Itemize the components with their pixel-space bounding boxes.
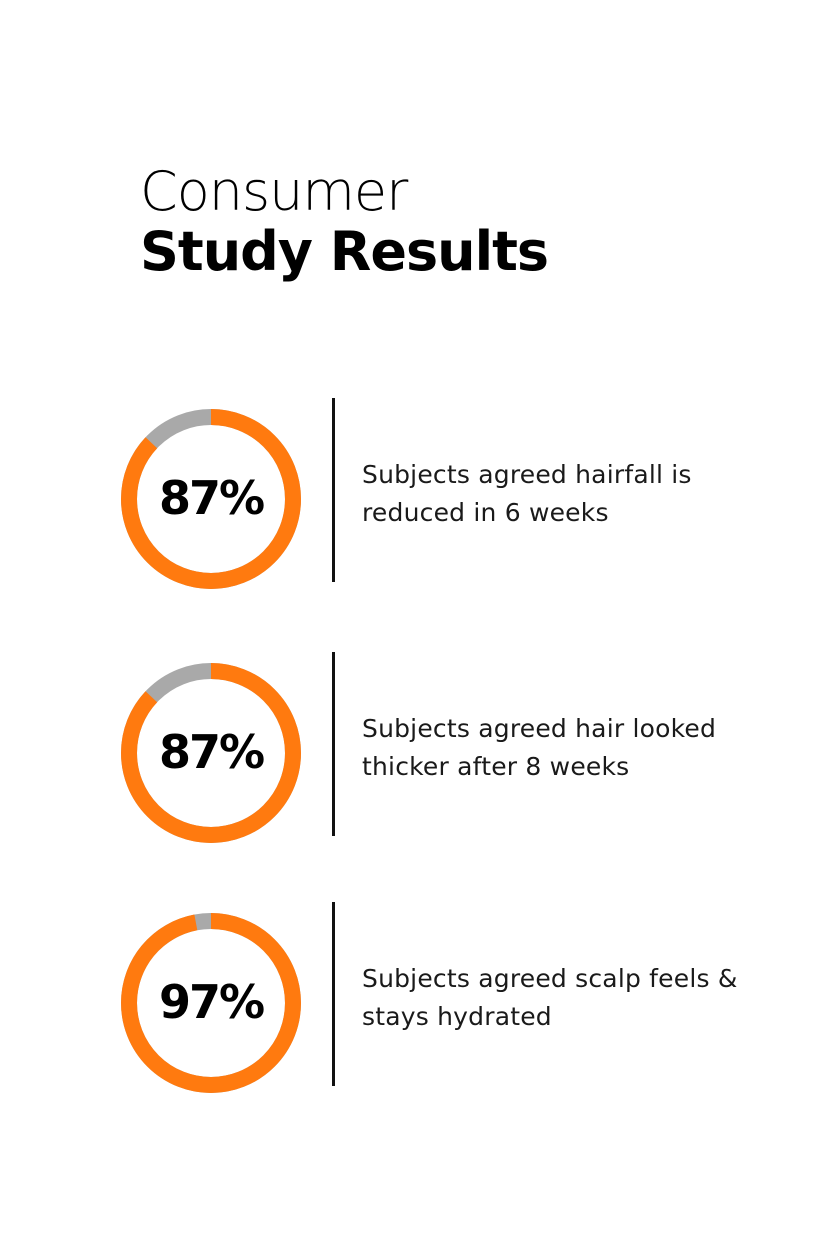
stat-description: Subjects agreed scalp feels & stays hydr… (362, 964, 738, 1031)
percent-label: 87% (158, 725, 265, 779)
donut-chart (121, 409, 301, 589)
stat-row-thicker-hair: 87% Subjects agreed hair looked thicker … (0, 652, 840, 843)
page-heading: Consumer Study Results (140, 160, 549, 283)
vertical-divider (332, 652, 335, 836)
percent-label: 97% (158, 975, 265, 1029)
donut-chart (121, 663, 301, 843)
stat-row-hydrated-scalp: 97% Subjects agreed scalp feels & stays … (0, 902, 840, 1093)
heading-line-2: Study Results (140, 220, 549, 283)
percent-label: 87% (158, 471, 265, 525)
vertical-divider (332, 902, 335, 1086)
donut-chart (121, 913, 301, 1093)
stat-description: Subjects agreed hair looked thicker afte… (362, 714, 717, 781)
stat-row-hairfall: 87% Subjects agreed hairfall is reduced … (0, 398, 840, 589)
stat-description: Subjects agreed hairfall is reduced in 6… (362, 460, 692, 527)
vertical-divider (332, 398, 335, 582)
donut-value-arc (121, 409, 301, 589)
donut-value-arc (121, 663, 301, 843)
donut-value-arc (121, 913, 301, 1093)
heading-line-1: Consumer (140, 160, 408, 223)
